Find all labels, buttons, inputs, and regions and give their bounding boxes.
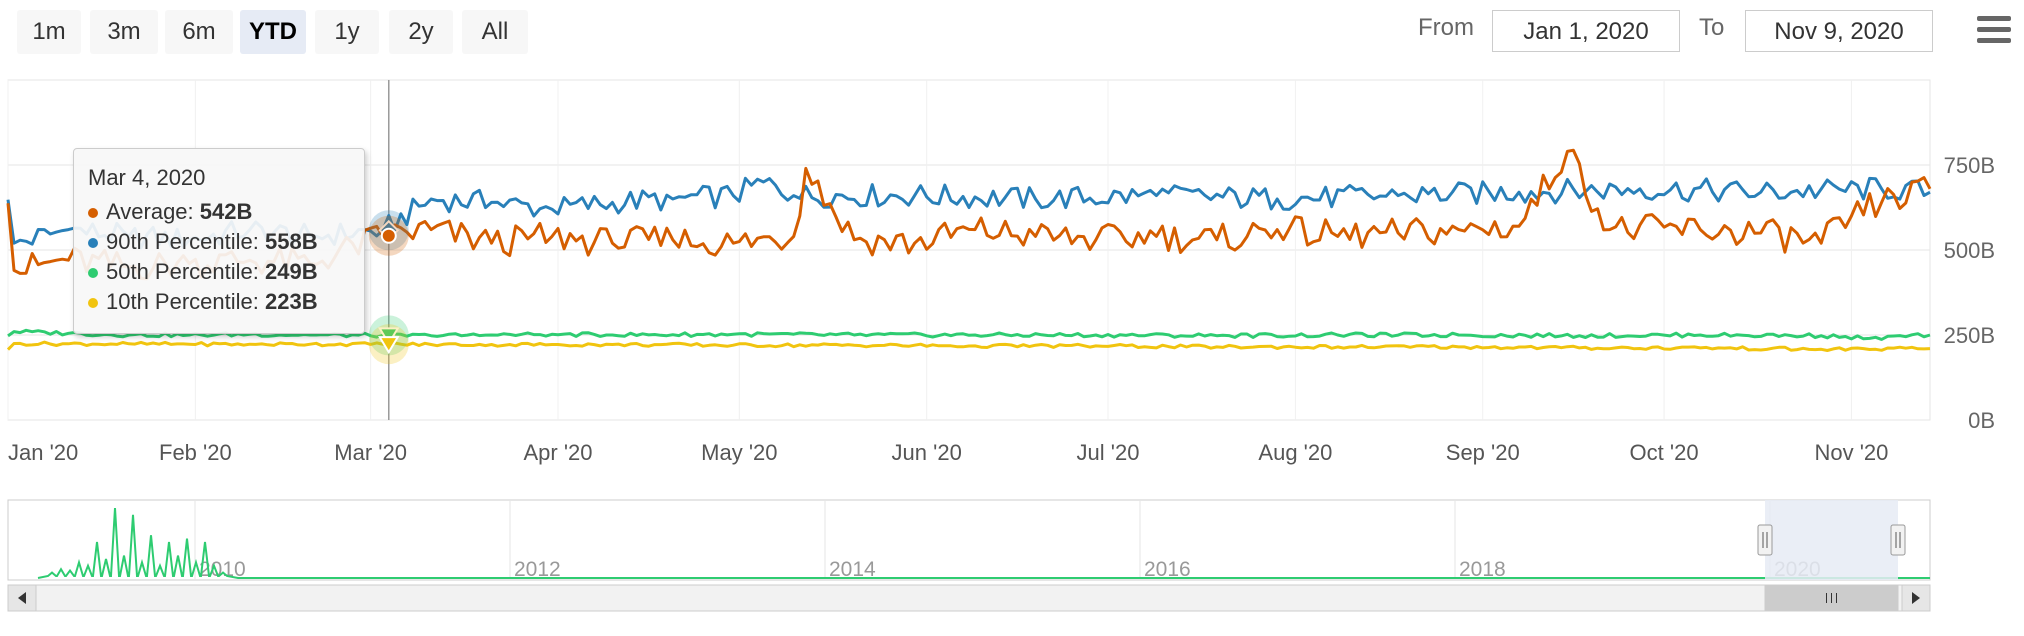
scrollbar-left-button[interactable] xyxy=(7,584,37,612)
hover-marker-triangle xyxy=(378,336,400,355)
handle-body xyxy=(1890,524,1906,556)
range-button-3m[interactable]: 3m xyxy=(90,10,158,54)
handle-body xyxy=(1757,524,1773,556)
navigator-year-label: 2016 xyxy=(1144,558,1191,581)
y-tick-label: 500B xyxy=(1944,238,1995,263)
tooltip-date: Mar 4, 2020 xyxy=(88,165,206,190)
tooltip: Mar 4, 2020 Average: 542B 90th Percentil… xyxy=(73,148,365,334)
x-tick-label: Jan '20 xyxy=(8,440,78,465)
y-tick-label: 750B xyxy=(1944,153,1995,178)
arrow-right-icon xyxy=(1912,592,1920,604)
hover-marker-triangle xyxy=(378,327,400,346)
navigator-series-line xyxy=(37,507,1930,579)
navigator-selection xyxy=(1765,500,1898,580)
x-tick-label: Mar '20 xyxy=(334,440,407,465)
p50-dot-icon xyxy=(88,268,98,279)
range-button-ytd[interactable]: YTD xyxy=(240,10,306,54)
scrollbar-track[interactable] xyxy=(7,584,1931,612)
to-label: To xyxy=(1699,14,1725,41)
x-tick-label: May '20 xyxy=(701,440,777,465)
p90-dot-icon xyxy=(88,238,98,249)
x-tick-label: Jul '20 xyxy=(1077,440,1140,465)
navigator-area xyxy=(7,499,1931,581)
average-dot-icon xyxy=(88,208,98,219)
tooltip-label: 50th Percentile: xyxy=(106,259,259,284)
tooltip-row-average: Average: 542B xyxy=(88,197,350,227)
hover-marker-circle xyxy=(380,227,397,244)
x-tick-label: Jun '20 xyxy=(892,440,962,465)
p10-dot-icon xyxy=(88,298,98,309)
to-date-input[interactable]: Nov 9, 2020 xyxy=(1745,10,1933,52)
from-label: From xyxy=(1418,14,1474,41)
range-button-1y[interactable]: 1y xyxy=(315,10,379,54)
tooltip-row-p90: 90th Percentile: 558B xyxy=(88,227,350,257)
tooltip-value: 223B xyxy=(265,289,318,314)
x-tick-label: Nov '20 xyxy=(1814,440,1888,465)
tooltip-row-p50: 50th Percentile: 249B xyxy=(88,257,350,287)
tooltip-label: Average: xyxy=(106,199,194,224)
arrow-left-icon xyxy=(18,592,26,604)
navigator-year-label: 2014 xyxy=(829,558,876,581)
scroll-button-body xyxy=(7,584,37,612)
y-tick-label: 0B xyxy=(1968,408,1995,433)
from-date-input[interactable]: Jan 1, 2020 xyxy=(1492,10,1680,52)
navigator-year-label: 2012 xyxy=(514,558,561,581)
tooltip-value: 542B xyxy=(199,199,253,224)
x-tick-label: Feb '20 xyxy=(159,440,232,465)
tooltip-value: 558B xyxy=(265,229,318,254)
x-tick-label: Apr '20 xyxy=(523,440,592,465)
series-line-50th-percentile xyxy=(7,328,1931,341)
range-button-all[interactable]: All xyxy=(462,10,528,54)
x-tick-label: Sep '20 xyxy=(1446,440,1520,465)
navigator-left-handle[interactable] xyxy=(1757,524,1773,556)
scrollbar-right-button[interactable] xyxy=(1901,584,1931,612)
x-tick-label: Oct '20 xyxy=(1630,440,1699,465)
tooltip-label: 90th Percentile: xyxy=(106,229,259,254)
hamburger-menu-icon[interactable] xyxy=(1977,16,2011,44)
range-button-1m[interactable]: 1m xyxy=(17,10,81,54)
series-line-10th-percentile xyxy=(6,340,1931,352)
y-tick-label: 250B xyxy=(1944,323,1995,348)
x-tick-label: Aug '20 xyxy=(1258,440,1332,465)
tooltip-row-p10: 10th Percentile: 223B xyxy=(88,287,350,317)
range-button-2y[interactable]: 2y xyxy=(389,10,453,54)
range-button-6m[interactable]: 6m xyxy=(165,10,233,54)
navigator-year-label: 2018 xyxy=(1459,558,1506,581)
tooltip-value: 249B xyxy=(265,259,318,284)
scrollbar-thumb[interactable] xyxy=(1764,585,1899,611)
tooltip-label: 10th Percentile: xyxy=(106,289,259,314)
navigator-right-handle[interactable] xyxy=(1890,524,1906,556)
